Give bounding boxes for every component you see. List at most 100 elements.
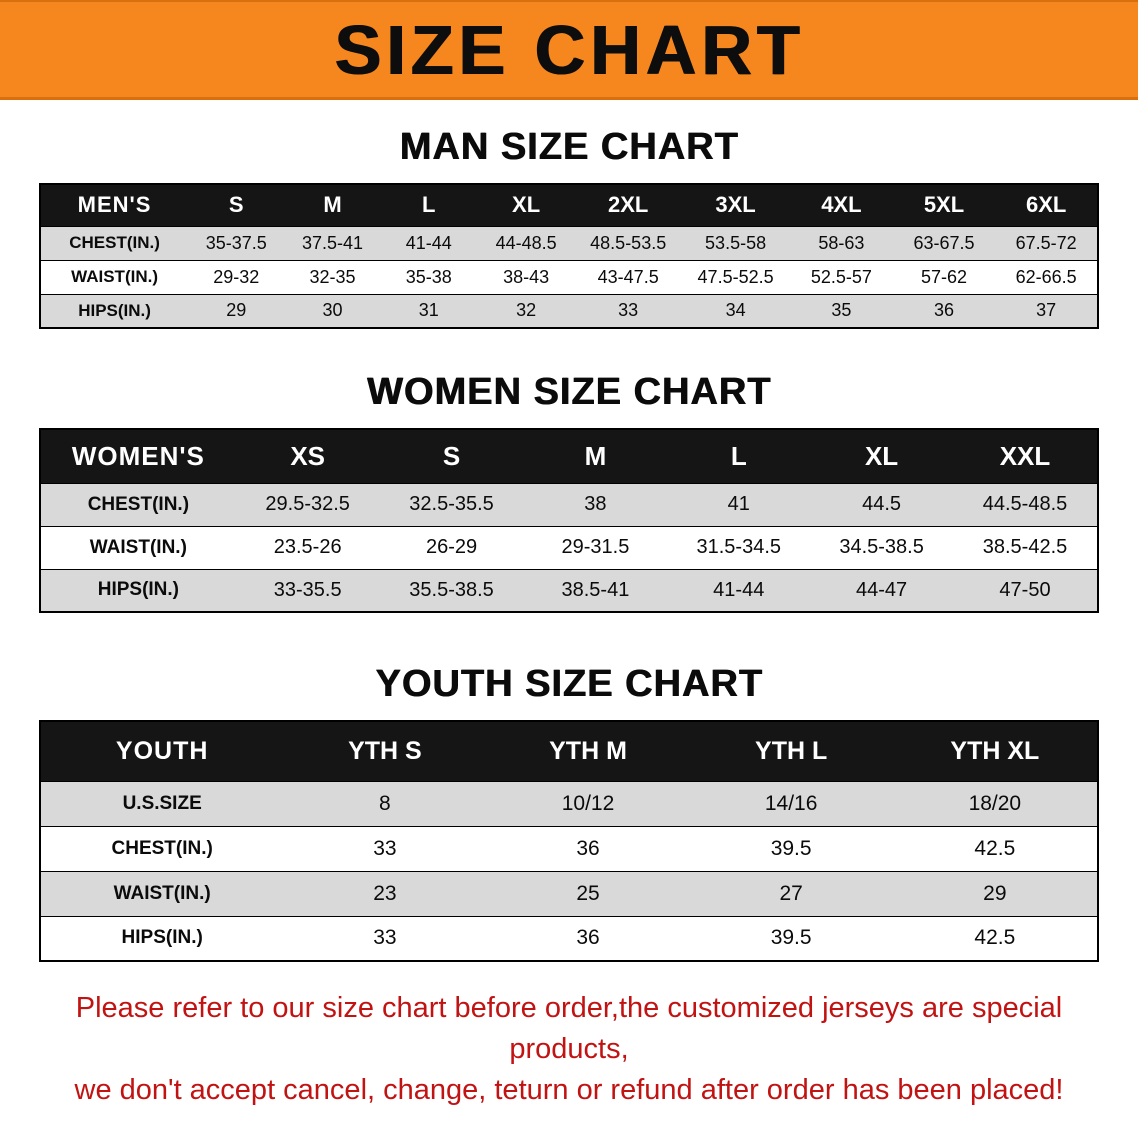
row-label: HIPS(IN.) — [40, 293, 189, 329]
table-row: CHEST(IN.) 29.5-32.5 32.5-35.5 38 41 44.… — [40, 482, 1098, 527]
size-cell: 36 — [892, 293, 996, 329]
size-col-header: XXL — [953, 428, 1098, 484]
row-label: WAIST(IN.) — [40, 259, 189, 295]
size-cell: 41 — [667, 482, 811, 527]
size-cell: 44.5 — [810, 482, 953, 527]
size-cell: 43-47.5 — [575, 259, 682, 295]
size-cell: 18/20 — [892, 780, 1098, 827]
size-cell: 47-50 — [953, 568, 1098, 613]
size-col-header: 3XL — [681, 183, 791, 227]
size-cell: 33 — [283, 915, 487, 962]
men-size-table: MEN'S S M L XL 2XL 3XL 4XL 5XL 6XL CHEST… — [39, 183, 1099, 329]
table-row: CHEST(IN.) 33 36 39.5 42.5 — [40, 825, 1098, 872]
youth-size-section: YOUTH SIZE CHART YOUTH YTH S YTH M YTH L… — [0, 663, 1138, 962]
size-cell: 31 — [380, 293, 477, 329]
size-col-header: 5XL — [892, 183, 996, 227]
banner: SIZE CHART — [0, 0, 1138, 100]
size-col-header: XL — [810, 428, 953, 484]
youth-size-table: YOUTH YTH S YTH M YTH L YTH XL U.S.SIZE … — [39, 720, 1099, 962]
order-policy-line-1: Please refer to our size chart before or… — [75, 992, 1063, 1066]
size-cell: 30 — [284, 293, 381, 329]
row-label: HIPS(IN.) — [40, 915, 284, 962]
size-cell: 35.5-38.5 — [379, 568, 524, 613]
size-cell: 34.5-38.5 — [810, 525, 953, 570]
table-row: HIPS(IN.) 33 36 39.5 42.5 — [40, 915, 1098, 962]
youth-header-row: YOUTH YTH S YTH M YTH L YTH XL — [40, 720, 1098, 782]
table-row: HIPS(IN.) 29 30 31 32 33 34 35 36 37 — [40, 293, 1098, 329]
size-cell: 34 — [681, 293, 791, 329]
size-col-header: XL — [476, 183, 576, 227]
women-group-label: WOMEN'S — [40, 428, 236, 484]
men-group-label: MEN'S — [40, 183, 189, 227]
size-cell: 58-63 — [790, 225, 893, 261]
women-size-section: WOMEN SIZE CHART WOMEN'S XS S M L XL XXL… — [0, 371, 1138, 613]
size-col-header: S — [379, 428, 524, 484]
size-cell: 33 — [283, 825, 487, 872]
size-cell: 38.5-42.5 — [953, 525, 1098, 570]
size-cell: 23 — [283, 870, 487, 917]
size-cell: 48.5-53.5 — [575, 225, 682, 261]
size-cell: 44.5-48.5 — [953, 482, 1098, 527]
size-cell: 36 — [486, 825, 690, 872]
size-cell: 62-66.5 — [995, 259, 1098, 295]
size-cell: 52.5-57 — [790, 259, 893, 295]
size-col-header: 2XL — [575, 183, 682, 227]
row-label: CHEST(IN.) — [40, 482, 236, 527]
size-col-header: 4XL — [790, 183, 893, 227]
size-cell: 42.5 — [892, 825, 1098, 872]
size-col-header: L — [667, 428, 811, 484]
size-cell: 29-31.5 — [523, 525, 668, 570]
size-cell: 39.5 — [689, 825, 893, 872]
page-title: SIZE CHART — [334, 10, 804, 89]
size-col-header: 6XL — [995, 183, 1098, 227]
size-col-header: XS — [235, 428, 380, 484]
size-cell: 29 — [188, 293, 285, 329]
table-row: HIPS(IN.) 33-35.5 35.5-38.5 38.5-41 41-4… — [40, 568, 1098, 613]
table-row: CHEST(IN.) 35-37.5 37.5-41 41-44 44-48.5… — [40, 225, 1098, 261]
size-cell: 38.5-41 — [523, 568, 668, 613]
size-cell: 39.5 — [689, 915, 893, 962]
size-cell: 47.5-52.5 — [681, 259, 791, 295]
size-cell: 8 — [283, 780, 487, 827]
youth-section-heading: YOUTH SIZE CHART — [375, 663, 763, 705]
table-row: WAIST(IN.) 29-32 32-35 35-38 38-43 43-47… — [40, 259, 1098, 295]
size-cell: 10/12 — [486, 780, 690, 827]
table-row: WAIST(IN.) 23.5-26 26-29 29-31.5 31.5-34… — [40, 525, 1098, 570]
size-cell: 32-35 — [284, 259, 381, 295]
size-cell: 32 — [476, 293, 576, 329]
men-header-row: MEN'S S M L XL 2XL 3XL 4XL 5XL 6XL — [40, 183, 1098, 227]
table-row: WAIST(IN.) 23 25 27 29 — [40, 870, 1098, 917]
size-cell: 35-37.5 — [188, 225, 285, 261]
row-label: WAIST(IN.) — [40, 525, 236, 570]
size-col-header: YTH M — [486, 720, 690, 782]
size-cell: 29-32 — [188, 259, 285, 295]
size-cell: 26-29 — [379, 525, 524, 570]
size-cell: 31.5-34.5 — [667, 525, 811, 570]
size-col-header: YTH L — [689, 720, 893, 782]
size-col-header: M — [284, 183, 381, 227]
size-cell: 33-35.5 — [235, 568, 380, 613]
size-cell: 32.5-35.5 — [379, 482, 524, 527]
youth-group-label: YOUTH — [40, 720, 284, 782]
row-label: U.S.SIZE — [40, 780, 284, 827]
size-cell: 27 — [689, 870, 893, 917]
size-cell: 35 — [790, 293, 893, 329]
size-cell: 14/16 — [689, 780, 893, 827]
order-policy-note: Please refer to our size chart before or… — [20, 988, 1118, 1112]
size-cell: 41-44 — [380, 225, 477, 261]
size-cell: 38 — [523, 482, 668, 527]
size-cell: 25 — [486, 870, 690, 917]
size-cell: 57-62 — [892, 259, 996, 295]
size-cell: 42.5 — [892, 915, 1098, 962]
size-cell: 36 — [486, 915, 690, 962]
size-cell: 67.5-72 — [995, 225, 1098, 261]
size-col-header: YTH XL — [892, 720, 1098, 782]
table-row: U.S.SIZE 8 10/12 14/16 18/20 — [40, 780, 1098, 827]
women-section-heading: WOMEN SIZE CHART — [366, 371, 772, 413]
women-size-table: WOMEN'S XS S M L XL XXL CHEST(IN.) 29.5-… — [39, 428, 1099, 613]
size-cell: 33 — [575, 293, 682, 329]
size-col-header: S — [188, 183, 285, 227]
order-policy-line-2: we don't accept cancel, change, teturn o… — [74, 1074, 1064, 1107]
size-col-header: L — [380, 183, 477, 227]
size-cell: 63-67.5 — [892, 225, 996, 261]
